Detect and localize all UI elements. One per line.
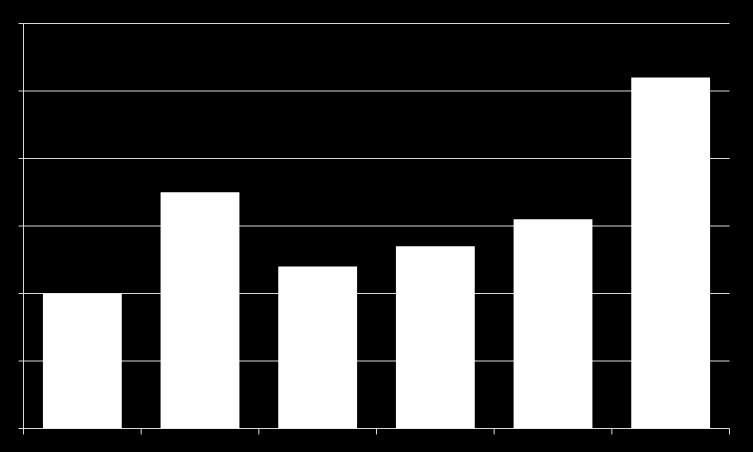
bar	[160, 192, 240, 429]
bar	[395, 246, 475, 429]
bar	[631, 77, 711, 429]
bar	[513, 219, 593, 429]
bar	[278, 266, 358, 429]
bar	[42, 293, 122, 429]
